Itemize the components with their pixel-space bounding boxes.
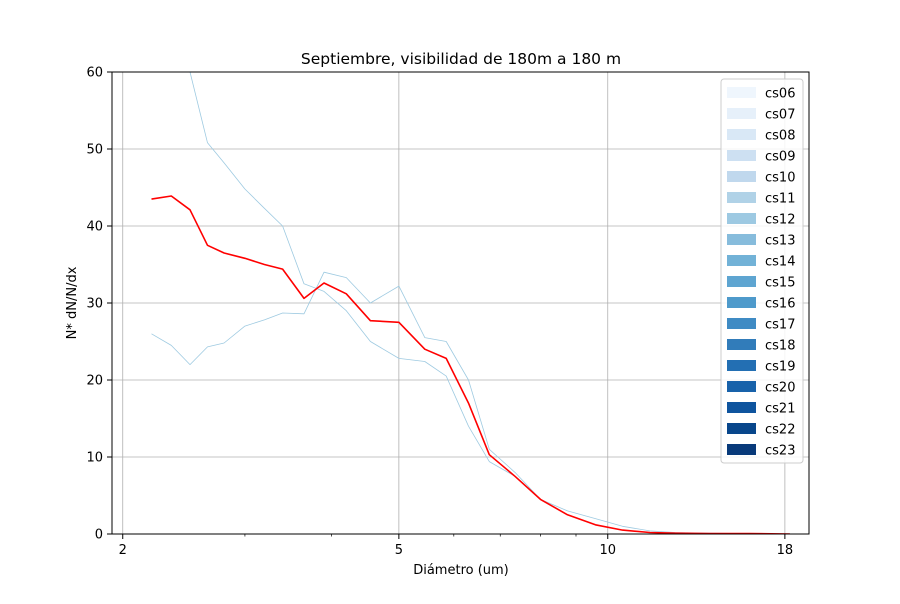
legend-swatch bbox=[727, 192, 756, 203]
legend-swatch bbox=[727, 213, 756, 224]
legend-label: cs23 bbox=[765, 444, 795, 459]
legend-label: cs19 bbox=[765, 360, 795, 375]
legend-label: cs09 bbox=[765, 150, 795, 165]
y-tick-label: 30 bbox=[86, 297, 103, 312]
legend-label: cs14 bbox=[765, 255, 795, 270]
legend-swatch bbox=[727, 381, 756, 392]
legend-swatch bbox=[727, 360, 756, 371]
legend: cs06 cs07 cs08 cs09 cs10 cs11 cs12 cs13 cs14 cs15… bbox=[720, 78, 804, 464]
y-tick-label: 60 bbox=[86, 66, 103, 81]
legend-label: cs06 bbox=[765, 87, 795, 102]
series-line-1 bbox=[151, 271, 790, 534]
grid-layer bbox=[112, 71, 809, 535]
legend-swatch bbox=[727, 402, 756, 413]
legend-label: cs20 bbox=[765, 381, 795, 396]
legend-label: cs22 bbox=[765, 423, 795, 438]
series-layer bbox=[151, 72, 790, 534]
y-tick-label: 0 bbox=[95, 528, 103, 543]
legend-swatch bbox=[727, 339, 756, 350]
ticks-layer: 2 5 10 18 0 10 20 30 40 50 60 bbox=[86, 66, 793, 559]
legend-label: cs08 bbox=[765, 129, 795, 144]
x-tick-label: 10 bbox=[599, 543, 616, 558]
legend-label: cs21 bbox=[765, 402, 795, 417]
series-line-3 bbox=[151, 195, 790, 534]
legend-swatch bbox=[727, 150, 756, 161]
y-tick-label: 50 bbox=[86, 143, 103, 158]
legend-swatch bbox=[727, 234, 756, 245]
y-tick-label: 40 bbox=[86, 220, 103, 235]
legend-label: cs12 bbox=[765, 213, 795, 228]
legend-swatch bbox=[727, 444, 756, 455]
legend-swatch bbox=[727, 129, 756, 140]
legend-label: cs18 bbox=[765, 339, 795, 354]
legend-label: cs07 bbox=[765, 108, 795, 123]
legend-swatch bbox=[727, 87, 756, 98]
legend-swatch bbox=[727, 108, 756, 119]
x-axis-label: Diámetro (um) bbox=[413, 563, 509, 578]
y-tick-label: 10 bbox=[86, 451, 103, 466]
legend-label: cs13 bbox=[765, 234, 795, 249]
x-tick-label: 5 bbox=[395, 543, 403, 558]
chart-title: Septiembre, visibilidad de 180m a 180 m bbox=[301, 50, 621, 68]
y-tick-label: 20 bbox=[86, 374, 103, 389]
legend-swatch bbox=[727, 297, 756, 308]
x-tick-label: 18 bbox=[777, 543, 794, 558]
y-axis-label: N* dN/N/dx bbox=[65, 266, 80, 339]
legend-label: cs15 bbox=[765, 276, 795, 291]
legend-label: cs11 bbox=[765, 192, 795, 207]
legend-label: cs16 bbox=[765, 297, 795, 312]
legend-swatch bbox=[727, 318, 756, 329]
legend-label: cs17 bbox=[765, 318, 795, 333]
legend-swatch bbox=[727, 255, 756, 266]
legend-label: cs10 bbox=[765, 171, 795, 186]
legend-swatch bbox=[727, 276, 756, 287]
x-tick-label: 2 bbox=[119, 543, 127, 558]
legend-swatch bbox=[727, 423, 756, 434]
legend-swatch bbox=[727, 171, 756, 182]
